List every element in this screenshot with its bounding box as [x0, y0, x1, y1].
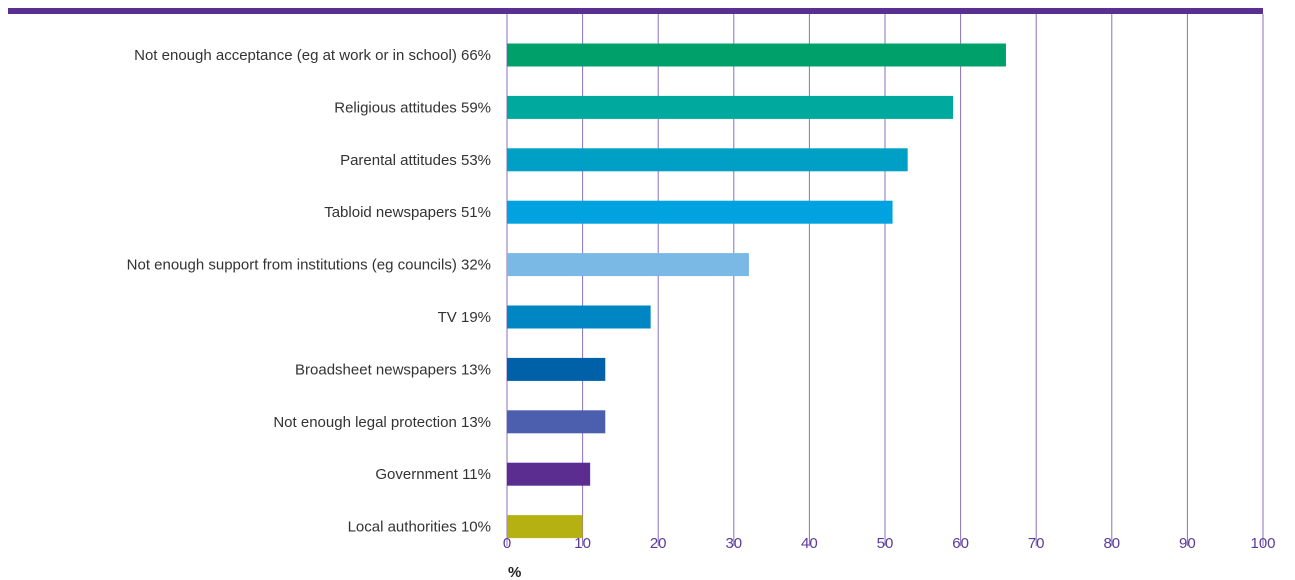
x-tick-label: 30 — [725, 535, 742, 552]
bar — [507, 462, 591, 486]
x-tick-label: 50 — [877, 535, 894, 552]
category-label: Not enough acceptance (eg at work or in … — [134, 47, 491, 64]
bars — [507, 43, 1006, 539]
category-label: Parental attitudes 53% — [340, 152, 491, 169]
bar — [507, 95, 954, 119]
category-label: TV 19% — [438, 309, 491, 326]
x-tick-label: 20 — [650, 535, 667, 552]
bar — [507, 253, 749, 277]
bar — [507, 148, 908, 172]
bar — [507, 305, 651, 329]
bar — [507, 43, 1006, 67]
category-label: Religious attitudes 59% — [334, 99, 491, 116]
x-tick-label: 60 — [952, 535, 969, 552]
x-tick-label: 100 — [1250, 535, 1275, 552]
x-tick-label: 90 — [1179, 535, 1196, 552]
x-tick-label: 40 — [801, 535, 818, 552]
x-tick-label: 70 — [1028, 535, 1045, 552]
bar — [507, 357, 606, 381]
category-label: Broadsheet newspapers 13% — [295, 361, 491, 378]
category-label: Not enough support from institutions (eg… — [127, 257, 491, 274]
bar — [507, 410, 606, 434]
x-tick-label: 0 — [503, 535, 511, 552]
category-labels: Not enough acceptance (eg at work or in … — [127, 47, 491, 536]
x-tick-label: 80 — [1103, 535, 1120, 552]
category-label: Tabloid newspapers 51% — [324, 204, 491, 221]
category-label: Government 11% — [375, 466, 491, 483]
category-label: Local authorities 10% — [348, 519, 491, 536]
gridlines — [506, 14, 1264, 546]
top-rule — [8, 8, 1263, 14]
x-tick-labels: 0 10 20 30 40 50 60 70 80 90 100 — [503, 535, 1276, 552]
x-tick-label: 10 — [574, 535, 591, 552]
x-axis-label: % — [508, 564, 521, 580]
category-label: Not enough legal protection 13% — [273, 414, 491, 431]
bar — [507, 200, 893, 224]
bar — [507, 515, 583, 539]
